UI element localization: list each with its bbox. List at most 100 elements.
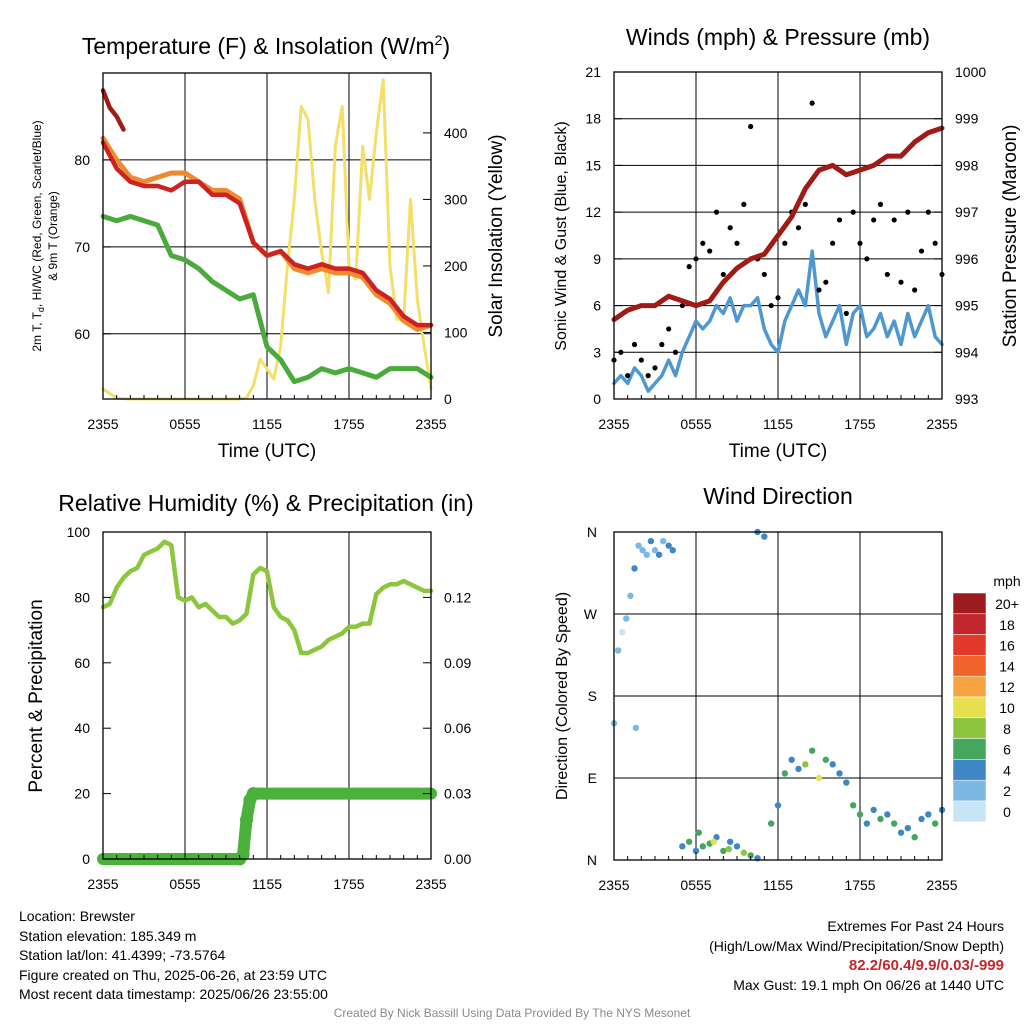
precipitation-point xyxy=(246,787,260,801)
legend-label: 8 xyxy=(1003,721,1011,737)
gust-point xyxy=(823,279,829,285)
y-tick-label: 0 xyxy=(593,391,601,407)
legend-label: 12 xyxy=(999,679,1015,695)
x-tick-label: 1755 xyxy=(333,416,364,432)
wind-direction-point xyxy=(856,811,864,818)
gust-point xyxy=(700,240,706,246)
gust-point xyxy=(918,248,925,254)
humidity-left-ticks: 0 20 40 60 80 100 xyxy=(67,524,111,867)
y-tick-label: E xyxy=(588,770,597,786)
y2-tick-label: 200 xyxy=(444,258,468,274)
wind-direction-point xyxy=(631,565,638,572)
legend-swatch xyxy=(952,655,987,677)
legend-swatch xyxy=(952,592,987,615)
wind-direction-point xyxy=(639,547,646,554)
gust-point xyxy=(741,201,747,207)
gust-point xyxy=(768,302,774,309)
y-tick-label: 40 xyxy=(74,720,90,736)
wind-direction-point xyxy=(890,820,898,827)
wind-direction-point xyxy=(808,747,816,754)
temperature-xlabel: Time (UTC) xyxy=(218,441,317,462)
wind-direction-point xyxy=(619,629,626,636)
y2-tick-label: 0.12 xyxy=(444,589,471,605)
humidity-title: Relative Humidity (%) & Precipitation (i… xyxy=(58,490,473,516)
y2-tick-label: 999 xyxy=(955,111,979,127)
x-tick-label: 0555 xyxy=(169,876,200,892)
humidity-ylabel-left: Percent & Precipitation xyxy=(26,599,47,792)
gust-point xyxy=(645,373,651,379)
temperature-ylabel-left: 2m T, Td, HI/WC (Red, Green, Scarlet/Blu… xyxy=(30,120,60,351)
y-tick-label: 15 xyxy=(585,157,601,173)
x-tick-label: 2355 xyxy=(598,877,629,893)
y2-tick-label: 996 xyxy=(955,251,979,267)
wind-direction-y-ticks: N E S W N xyxy=(584,524,622,868)
legend-swatch xyxy=(952,800,987,823)
precipitation-point xyxy=(240,813,253,827)
y-tick-label: 80 xyxy=(74,152,90,168)
wind-direction-point xyxy=(627,592,634,599)
x-tick-label: 1755 xyxy=(844,416,875,432)
y2-tick-label: 0.03 xyxy=(444,786,471,802)
x-tick-label: 1155 xyxy=(763,416,793,432)
wind-direction-point xyxy=(767,820,775,827)
y-tick-label: 12 xyxy=(585,204,601,220)
y2-tick-label: 1000 xyxy=(955,64,986,80)
y-tick-label: 6 xyxy=(593,298,601,314)
gust-point xyxy=(898,279,904,285)
x-tick-label: 2355 xyxy=(87,876,118,892)
y2-tick-label: 997 xyxy=(955,204,979,220)
wind-direction-point xyxy=(643,551,650,558)
wind-direction-point xyxy=(726,838,734,845)
wind-direction-point xyxy=(911,834,918,841)
x-tick-label: 2355 xyxy=(415,416,446,432)
wind-direction-point xyxy=(918,815,925,823)
wind-direction-point xyxy=(829,761,836,768)
y-tick-label: N xyxy=(587,852,597,868)
wind-direction-point xyxy=(761,533,768,540)
wind-direction-point xyxy=(651,547,659,554)
x-tick-label: 0555 xyxy=(169,416,200,432)
wind-direction-x-ticks: 2355 0555 1155 1755 2355 xyxy=(598,532,958,893)
y-tick-label: 9 xyxy=(593,251,601,267)
winds-ylabel-right: Station Pressure (Maroon) xyxy=(1000,125,1021,348)
wind-direction-point xyxy=(725,845,732,853)
gust-point xyxy=(925,209,931,215)
humidity-line xyxy=(100,539,434,656)
y2-tick-label: 994 xyxy=(955,344,979,360)
wind-direction-point xyxy=(685,838,693,845)
gust-point xyxy=(782,240,788,246)
y-tick-label: 60 xyxy=(74,326,90,342)
y2-tick-label: 300 xyxy=(444,191,468,207)
temperature-x-ticks: 2355 0555 1155 1755 2355 xyxy=(87,73,447,432)
wind-direction-point xyxy=(699,843,707,850)
wind-direction-point xyxy=(836,770,843,777)
legend-label: 10 xyxy=(999,700,1015,716)
gust-point xyxy=(864,256,870,262)
y-tick-label: 18 xyxy=(585,111,601,127)
y-tick-label: S xyxy=(588,688,597,704)
winds-panel: Winds (mph) & Pressure (mb) 2355 0555 1155… xyxy=(553,24,1021,462)
gust-point xyxy=(816,287,822,293)
winds-left-ticks: 0 3 6 9 12 15 18 21 xyxy=(585,64,622,407)
speed-legend: mph 20+ 18 16 14 12 10 8 6 4 2 0 xyxy=(952,573,1021,823)
legend-label: 18 xyxy=(999,617,1015,633)
legend-label: 20+ xyxy=(995,596,1019,612)
wind-direction-points xyxy=(610,528,946,862)
station-info: Location: Brewster Station elevation: 18… xyxy=(19,907,328,1005)
wind-direction-point xyxy=(695,829,702,836)
y2-tick-label: 0 xyxy=(444,391,452,407)
wind-direction-point xyxy=(747,852,754,859)
x-tick-label: 1155 xyxy=(763,877,793,893)
humidity-right-ticks: 0.00 0.03 0.06 0.09 0.12 xyxy=(423,589,471,867)
wind-direction-point xyxy=(623,615,630,622)
elevation-text: Station elevation: 185.349 m xyxy=(19,927,197,944)
temperature-ylabel-right: Solar Insolation (Yellow) xyxy=(486,134,507,337)
legend-swatch xyxy=(952,634,987,656)
credit-text: Created By Nick Bassill Using Data Provi… xyxy=(333,1006,691,1020)
y2-tick-label: 0.06 xyxy=(444,720,471,736)
wind-direction-point xyxy=(870,806,877,814)
gust-point xyxy=(727,225,733,231)
legend-label: 4 xyxy=(1003,762,1011,778)
y-tick-label: 21 xyxy=(585,64,601,80)
